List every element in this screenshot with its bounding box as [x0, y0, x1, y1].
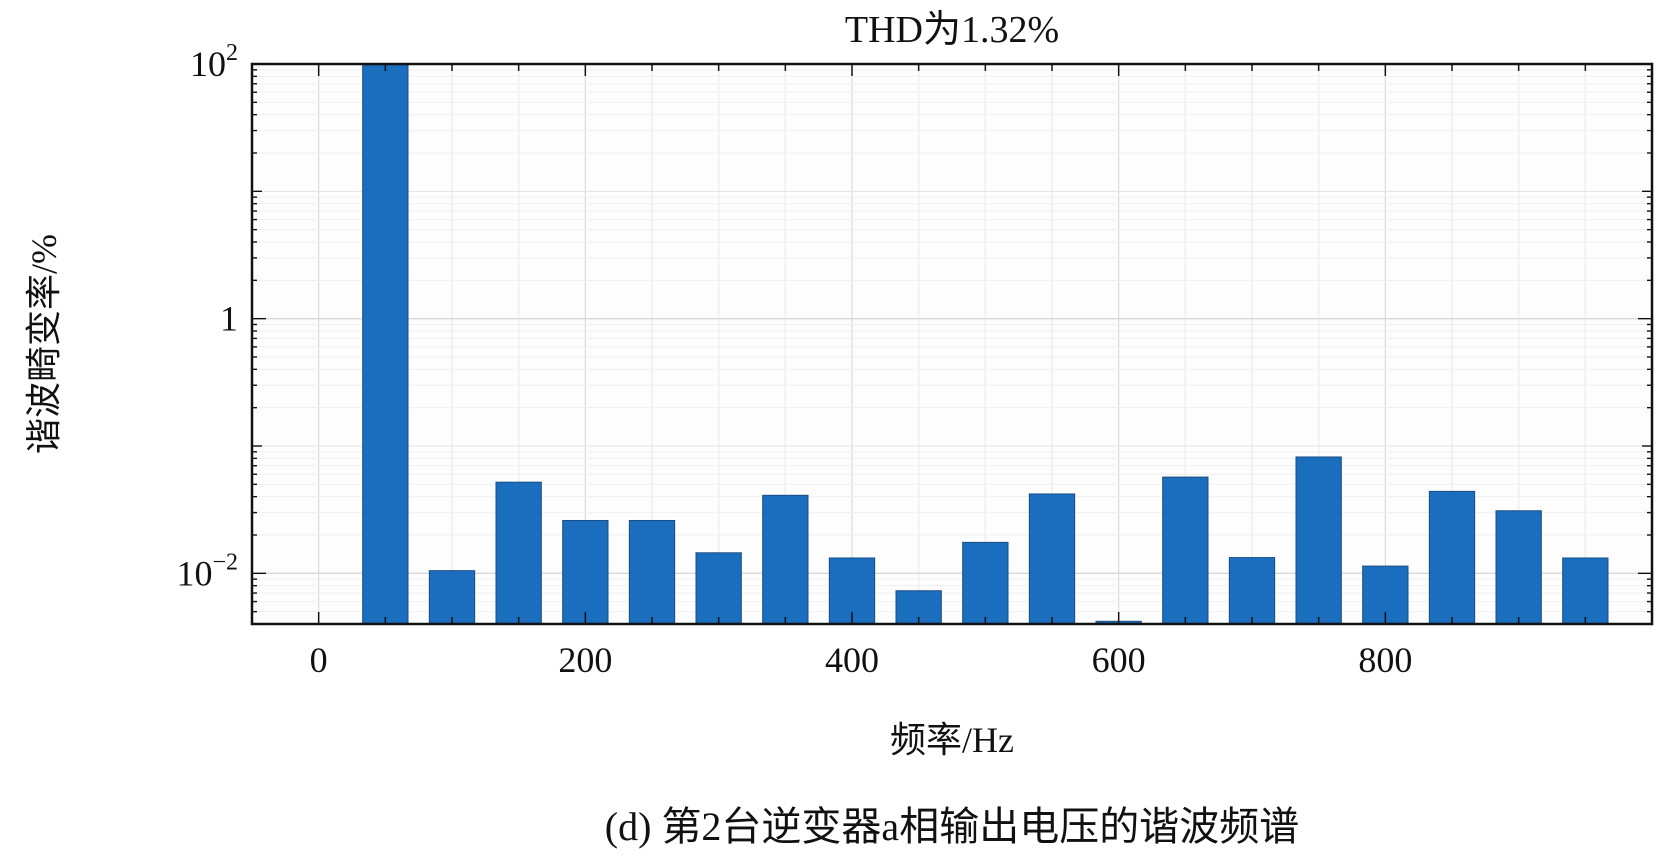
- y-tick-label: 102: [190, 40, 238, 84]
- tick-labels: 0 200 400 600 800 10−2 1 102: [176, 40, 1412, 680]
- bar-750hz: [1295, 456, 1342, 625]
- y-tick-label: 1: [220, 299, 238, 339]
- bar-950hz: [1562, 557, 1609, 625]
- bar-850hz: [1428, 490, 1476, 625]
- bar-900hz: [1495, 510, 1542, 625]
- chart-title: THD为1.32%: [845, 9, 1059, 51]
- bar-500hz: [962, 541, 1009, 625]
- y-tick-label: 10−2: [176, 549, 238, 593]
- x-tick-label: 200: [558, 640, 612, 680]
- bar-150hz: [495, 481, 542, 625]
- bar-50hz: [362, 63, 409, 625]
- figure-caption: (d) 第2台逆变器a相输出电压的谐波频谱: [605, 804, 1299, 849]
- plot-background: [252, 64, 1652, 624]
- bar-200hz: [562, 519, 609, 625]
- x-tick-label: 0: [310, 640, 328, 680]
- bar-100hz: [428, 570, 476, 625]
- bar-550hz: [1028, 493, 1076, 625]
- x-tick-label: 400: [825, 640, 879, 680]
- bars: [362, 63, 1609, 625]
- y-axis-label: 谐波畸变率/%: [24, 234, 64, 454]
- bar-700hz: [1228, 557, 1276, 625]
- x-axis-label: 频率/Hz: [890, 720, 1014, 760]
- plot-frame: [250, 62, 1654, 626]
- x-tick-label: 600: [1092, 640, 1146, 680]
- bar-250hz: [628, 519, 676, 625]
- bar-650hz: [1162, 476, 1209, 625]
- bar-350hz: [762, 494, 809, 625]
- bar-300hz: [695, 552, 742, 625]
- x-tick-label: 800: [1358, 640, 1412, 680]
- ticks: [251, 63, 1653, 625]
